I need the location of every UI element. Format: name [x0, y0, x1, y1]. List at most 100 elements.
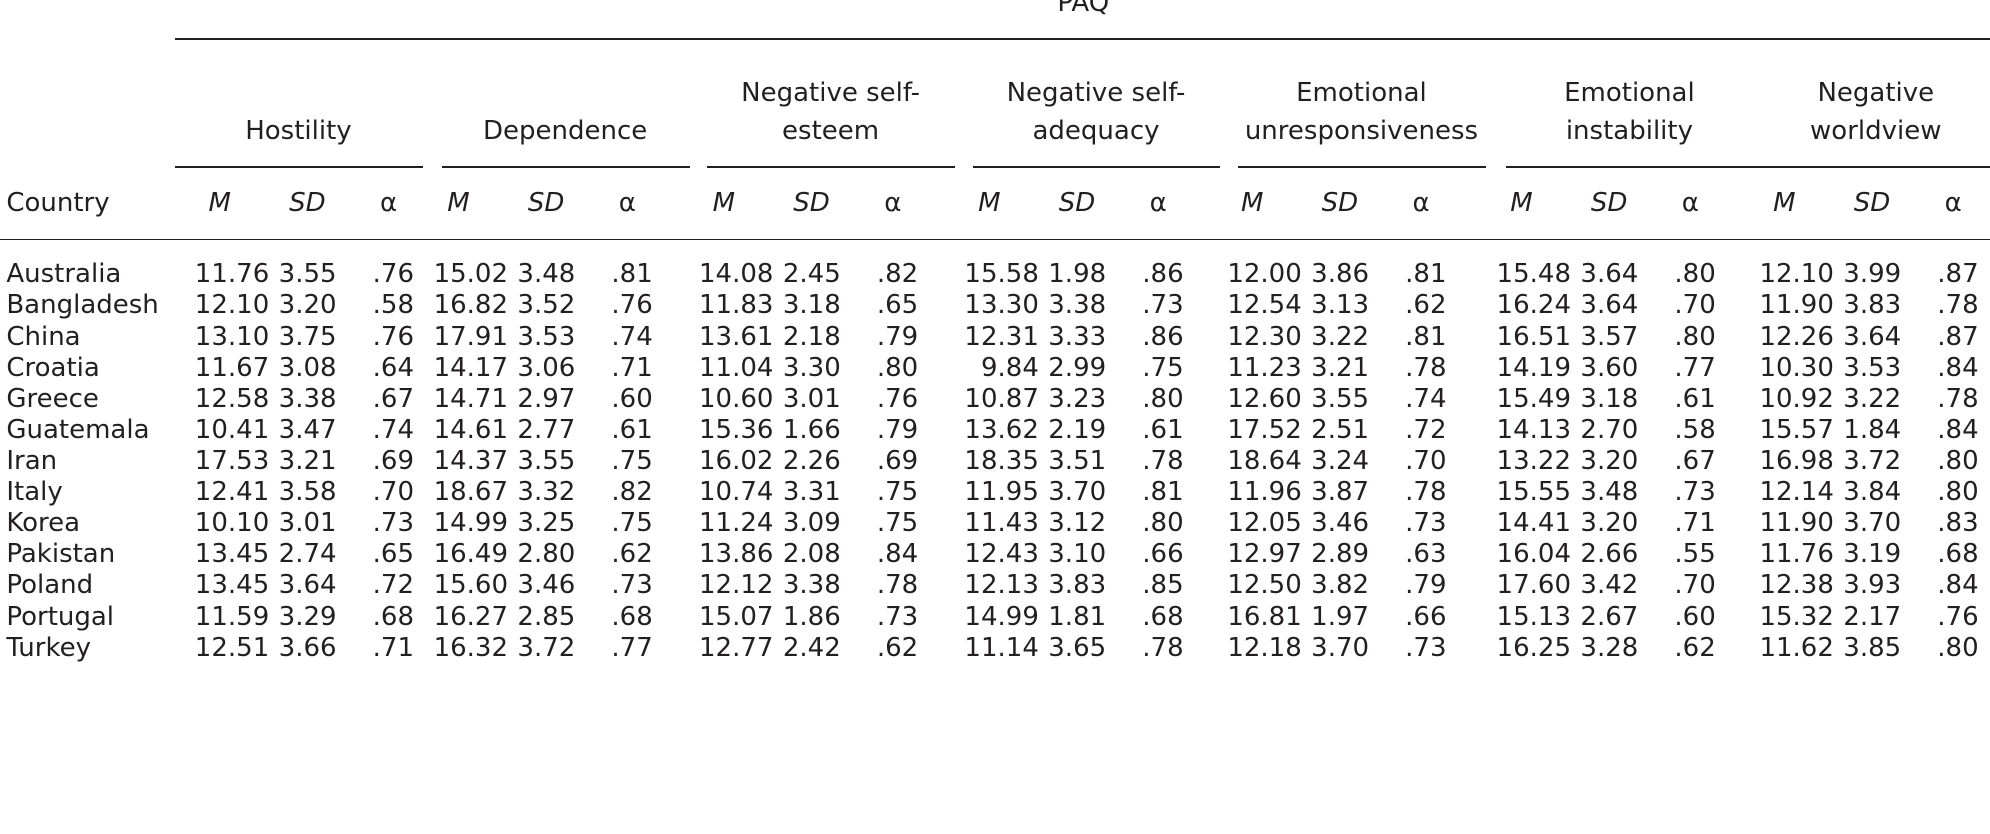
value-cell: .73 [611, 570, 653, 601]
value-cell: 12.77 [698, 632, 774, 663]
header-rule [0, 238, 1990, 241]
value-cell: 3.20 [1580, 446, 1639, 476]
column-header: SD [1058, 188, 1096, 219]
value-cell: 18.64 [1227, 446, 1302, 476]
value-cell: .75 [876, 508, 919, 539]
value-cell: 14.41 [1496, 508, 1571, 539]
value-cell: 14.17 [433, 352, 508, 383]
value-cell: 3.60 [1580, 352, 1639, 383]
value-cell: 12.60 [1227, 383, 1302, 414]
value-cell: .73 [876, 601, 919, 632]
value-cell: .74 [372, 414, 415, 445]
group-header: Negative self- [741, 77, 920, 108]
value-cell: .87 [1937, 321, 1979, 352]
value-cell: .76 [372, 321, 415, 352]
value-cell: 17.52 [1227, 414, 1302, 445]
group-header: Emotional [1296, 77, 1427, 108]
value-cell: 15.60 [433, 570, 508, 601]
value-cell: 15.49 [1496, 383, 1571, 414]
value-cell: .75 [876, 477, 919, 508]
value-cell: .80 [1142, 508, 1184, 539]
value-cell: 3.42 [1580, 570, 1639, 601]
value-cell: 2.77 [517, 414, 576, 445]
value-cell: 15.36 [698, 414, 774, 445]
column-header: SD [1590, 188, 1628, 219]
value-cell: .84 [1937, 414, 1979, 445]
value-cell: 3.09 [782, 508, 841, 539]
value-cell: .58 [372, 290, 415, 321]
value-cell: 11.23 [1227, 352, 1302, 383]
value-cell: 11.76 [1759, 539, 1834, 570]
value-cell: .67 [372, 383, 415, 414]
value-cell: .78 [876, 570, 919, 601]
value-cell: .78 [1142, 632, 1184, 663]
group-header: Hostility [245, 115, 352, 146]
value-cell: 15.57 [1759, 414, 1834, 445]
value-cell: 1.97 [1311, 601, 1370, 632]
value-cell: 1.98 [1048, 259, 1107, 290]
value-cell: 14.99 [964, 601, 1039, 632]
value-cell: .73 [1405, 632, 1447, 663]
column-header: M [978, 188, 1001, 219]
value-cell: 3.55 [278, 259, 337, 290]
value-cell: 10.10 [194, 508, 270, 539]
value-cell: 11.90 [1759, 290, 1834, 321]
value-cell: 2.42 [782, 632, 841, 663]
value-cell: 3.20 [1580, 508, 1639, 539]
value-cell: .75 [611, 508, 653, 539]
value-cell: 1.86 [782, 601, 841, 632]
value-cell: .62 [1674, 632, 1716, 663]
value-cell: .61 [1674, 383, 1716, 414]
value-cell: 10.92 [1759, 383, 1834, 414]
value-cell: 14.37 [433, 446, 508, 476]
table-title: PAQ [1057, 0, 1110, 18]
value-cell: .67 [1674, 446, 1716, 476]
value-cell: 3.85 [1843, 632, 1902, 663]
value-cell: 16.49 [433, 539, 508, 570]
value-cell: .75 [1142, 352, 1184, 383]
value-cell: .80 [876, 352, 919, 383]
value-cell: 3.93 [1843, 570, 1902, 601]
value-cell: .71 [372, 632, 415, 663]
group-rule [1506, 166, 1754, 168]
value-cell: 2.70 [1580, 414, 1639, 445]
column-header: M [447, 188, 470, 219]
value-cell: 3.22 [1843, 383, 1902, 414]
value-cell: 12.41 [194, 477, 270, 508]
value-cell: .66 [1405, 601, 1447, 632]
value-cell: 3.28 [1580, 632, 1639, 663]
value-cell: 3.33 [1048, 321, 1107, 352]
column-header: α [1149, 188, 1167, 219]
value-cell: .82 [876, 259, 919, 290]
column-header: M [1241, 188, 1264, 219]
value-cell: 13.61 [698, 321, 774, 352]
country-cell: Pakistan [6, 539, 116, 570]
country-cell: Korea [6, 508, 81, 539]
country-cell: Guatemala [6, 414, 150, 445]
value-cell: 2.45 [782, 259, 841, 290]
value-cell: 3.75 [278, 321, 337, 352]
value-cell: .70 [1674, 290, 1716, 321]
value-cell: 12.10 [194, 290, 270, 321]
value-cell: 3.38 [278, 383, 337, 414]
value-cell: 12.10 [1759, 259, 1834, 290]
value-cell: 2.97 [517, 383, 576, 414]
value-cell: .68 [611, 601, 653, 632]
value-cell: 14.61 [433, 414, 508, 445]
value-cell: .68 [372, 601, 415, 632]
value-cell: 17.53 [194, 446, 270, 476]
value-cell: 11.83 [698, 290, 774, 321]
value-cell: .78 [1405, 477, 1447, 508]
value-cell: 3.08 [278, 352, 337, 383]
value-cell: 3.64 [1843, 321, 1902, 352]
country-cell: Iran [6, 446, 58, 476]
value-cell: 3.64 [1580, 259, 1639, 290]
group-rule [707, 166, 956, 168]
value-cell: 12.26 [1759, 321, 1834, 352]
value-cell: .80 [1937, 477, 1979, 508]
value-cell: .72 [372, 570, 415, 601]
value-cell: 14.71 [433, 383, 508, 414]
value-cell: 3.22 [1311, 321, 1370, 352]
value-cell: 10.60 [698, 383, 774, 414]
group-rule [1752, 166, 1990, 168]
